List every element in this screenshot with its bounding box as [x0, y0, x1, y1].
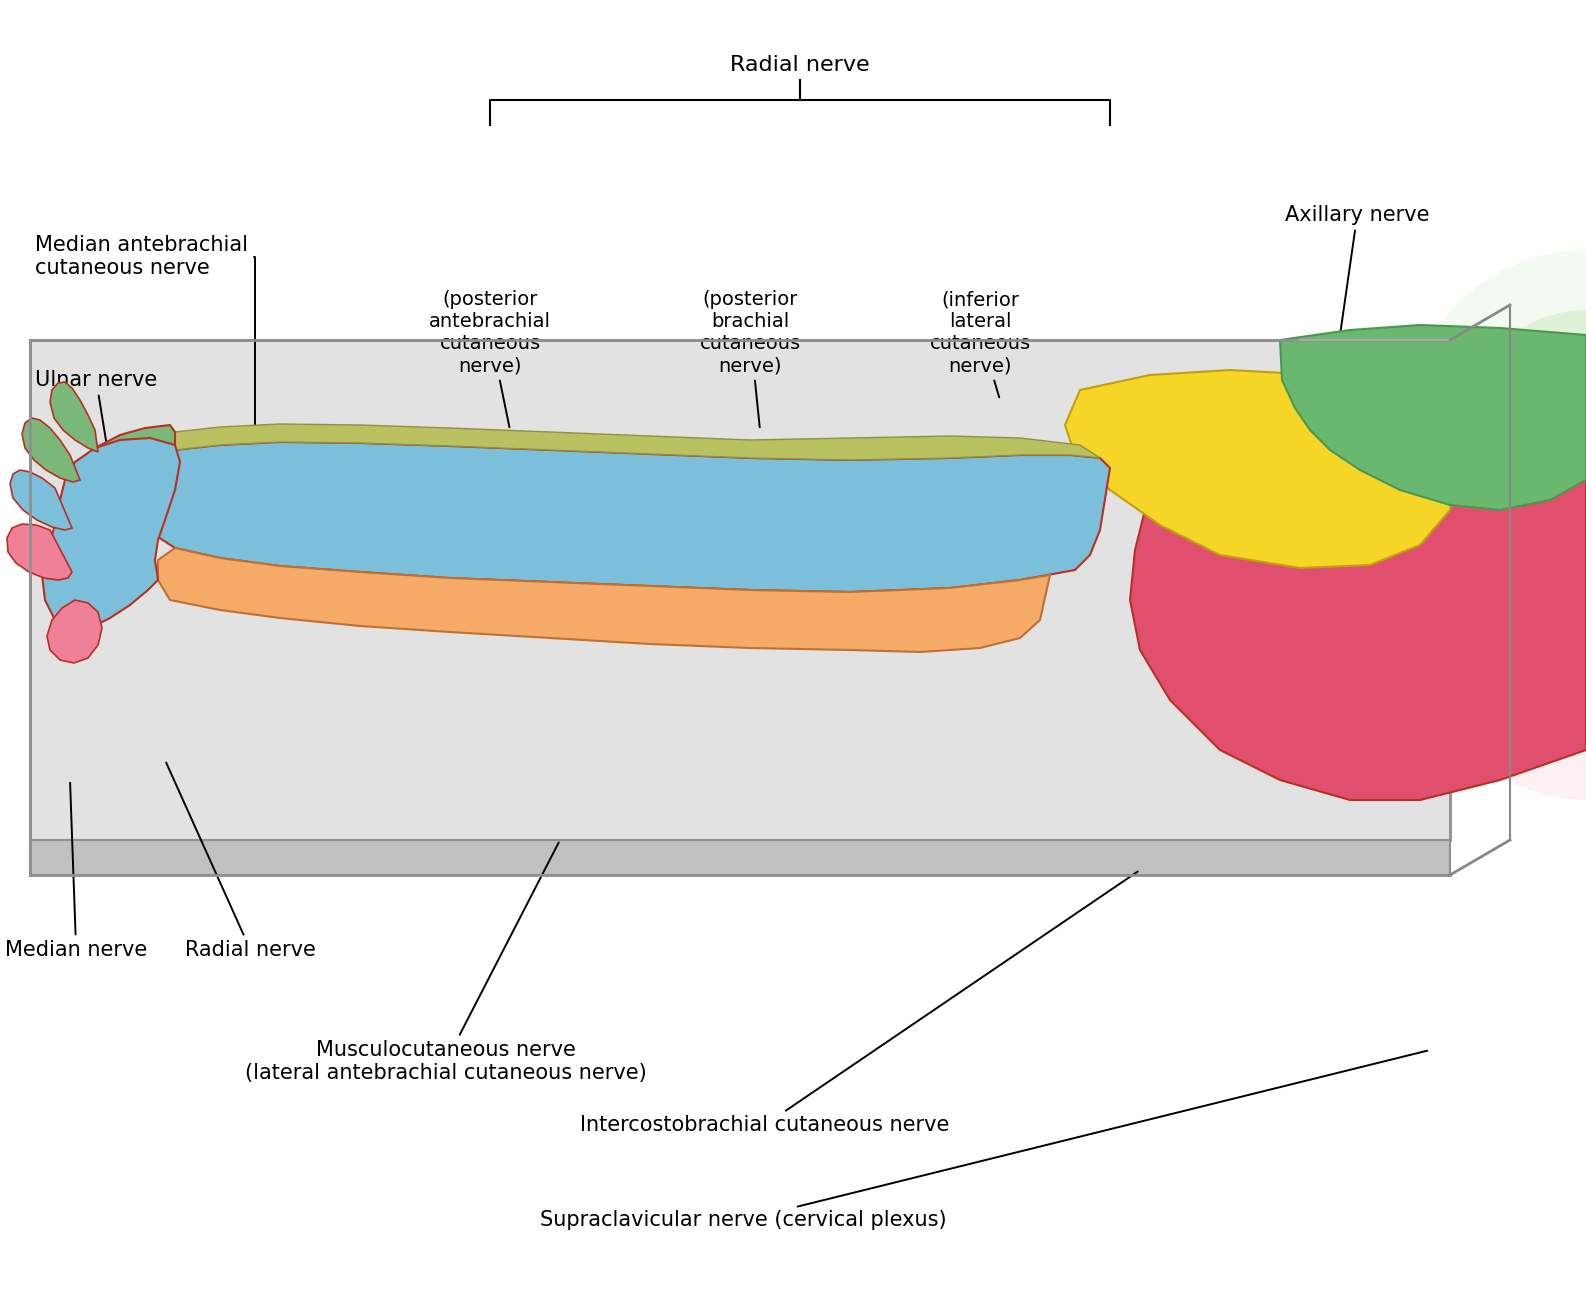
Text: Musculocutaneous nerve
(lateral antebrachial cutaneous nerve): Musculocutaneous nerve (lateral antebrac…	[244, 843, 647, 1083]
Text: Median antebrachial
cutaneous nerve: Median antebrachial cutaneous nerve	[35, 235, 255, 442]
Text: Median nerve: Median nerve	[5, 783, 147, 960]
Circle shape	[1477, 530, 1586, 750]
Polygon shape	[30, 340, 1450, 840]
Circle shape	[1507, 351, 1586, 509]
Circle shape	[1516, 570, 1586, 710]
Polygon shape	[1280, 326, 1586, 509]
Polygon shape	[159, 548, 1050, 653]
Text: (posterior
antebrachial
cutaneous
nerve): (posterior antebrachial cutaneous nerve)	[428, 290, 550, 427]
Text: Radial nerve: Radial nerve	[167, 763, 316, 960]
Polygon shape	[51, 382, 98, 452]
Text: Ulnar nerve: Ulnar nerve	[35, 370, 157, 462]
Text: Axillary nerve: Axillary nerve	[1285, 205, 1429, 368]
Text: Radial nerve: Radial nerve	[730, 55, 869, 75]
Text: (inferior
lateral
cutaneous
nerve): (inferior lateral cutaneous nerve)	[929, 290, 1031, 398]
Circle shape	[1407, 249, 1586, 611]
Text: Supraclavicular nerve (cervical plexus): Supraclavicular nerve (cervical plexus)	[539, 1050, 1427, 1230]
Circle shape	[1465, 310, 1586, 550]
Polygon shape	[6, 524, 71, 580]
Circle shape	[1426, 481, 1586, 800]
Text: (posterior
brachial
cutaneous
nerve): (posterior brachial cutaneous nerve)	[699, 290, 801, 427]
Polygon shape	[1129, 420, 1586, 800]
Polygon shape	[65, 425, 174, 525]
Polygon shape	[22, 418, 79, 482]
Polygon shape	[48, 600, 102, 663]
Polygon shape	[41, 439, 179, 630]
Polygon shape	[151, 442, 1110, 592]
Polygon shape	[10, 470, 71, 530]
Polygon shape	[174, 424, 1101, 460]
Text: Intercostobrachial cutaneous nerve: Intercostobrachial cutaneous nerve	[580, 872, 1137, 1134]
Polygon shape	[30, 840, 1450, 874]
Polygon shape	[1066, 370, 1461, 569]
